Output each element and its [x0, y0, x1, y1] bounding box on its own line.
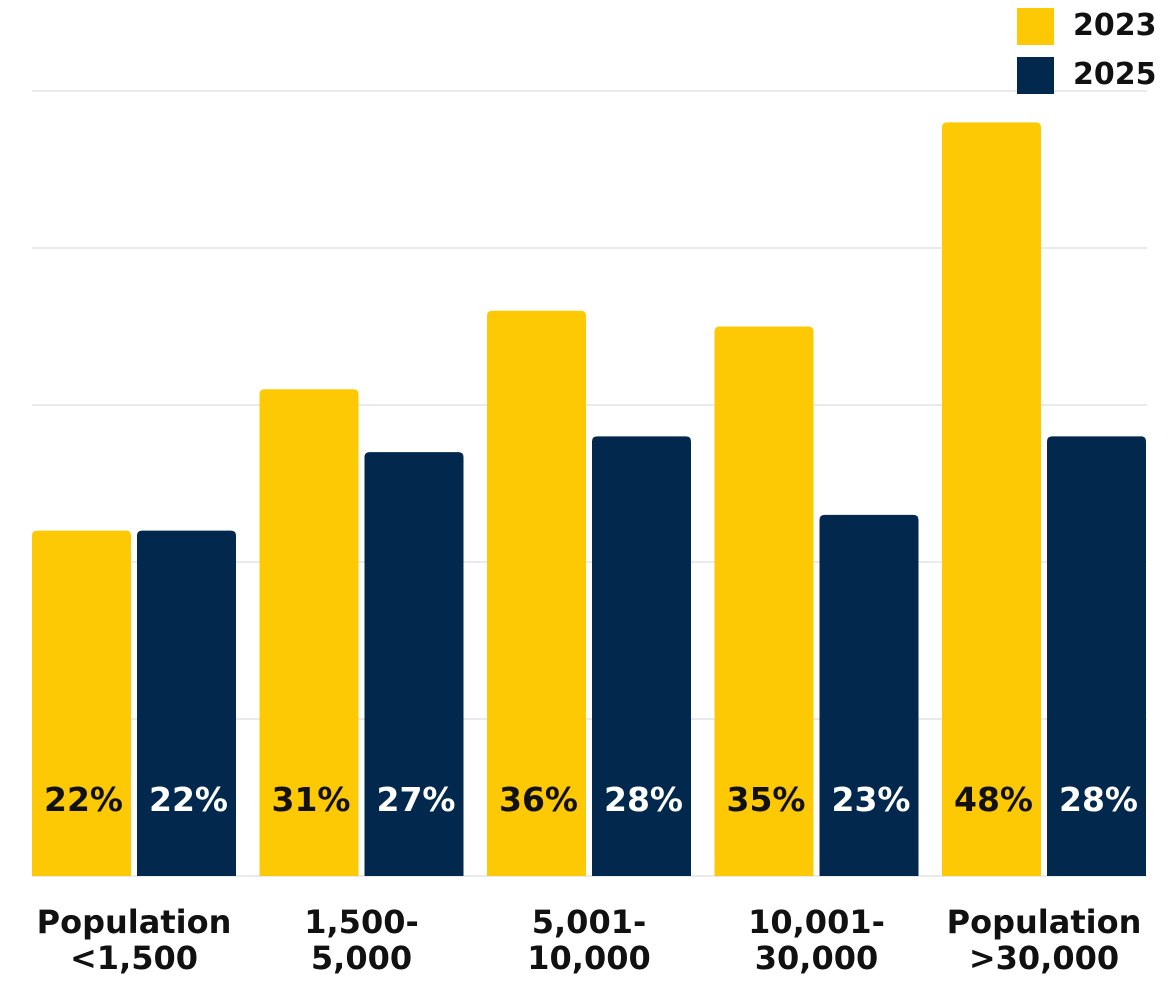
data-label-2025-4: 28% [1059, 780, 1138, 819]
legend-swatch-2023 [1017, 8, 1054, 45]
data-label-2023-4: 48% [954, 780, 1033, 819]
data-label-2023-0: 22% [44, 780, 123, 819]
x-tick-labels: Population <1,500 1,500-5,000 5,001-10,000 1… [37, 903, 1142, 977]
data-label-2025-3: 23% [832, 780, 911, 819]
bar-2025-0 [137, 530, 236, 876]
data-labels: 22% 22% 31% 27% 36% 28% 35% 23% 48% 28% [44, 780, 1138, 819]
bars [32, 122, 1146, 876]
bar-2023-3 [714, 326, 814, 876]
data-label-2023-2: 36% [499, 780, 578, 819]
legend-item-2025: 2025 [1017, 57, 1167, 94]
bar-2023-0 [32, 530, 131, 876]
data-label-2025-1: 27% [377, 780, 456, 819]
bar-2023-1 [259, 389, 359, 876]
data-label-2023-3: 35% [727, 780, 806, 819]
bar-2025-2 [592, 436, 691, 876]
x-tick-label-3: 10,001-30,000 [748, 903, 885, 977]
bar-2025-1 [364, 452, 464, 876]
x-tick-label-1: 1,500-5,000 [304, 903, 419, 977]
bar-2025-4 [1047, 436, 1146, 876]
x-tick-label-2: 5,001-10,000 [527, 903, 650, 977]
data-label-2025-0: 22% [149, 780, 228, 819]
x-tick-label-4: Population >30,000 [947, 903, 1142, 977]
data-label-2023-1: 31% [272, 780, 351, 819]
data-label-2025-2: 28% [604, 780, 683, 819]
bar-2023-4 [942, 122, 1041, 876]
legend-label-2023: 2023 [1073, 8, 1157, 43]
bar-2023-2 [487, 310, 586, 876]
legend-item-2023: 2023 [1017, 8, 1167, 45]
legend-label-2025: 2025 [1073, 57, 1157, 92]
legend-swatch-2025 [1017, 57, 1054, 94]
x-tick-label-0: Population <1,500 [37, 903, 232, 977]
bar-2025-3 [819, 514, 919, 876]
